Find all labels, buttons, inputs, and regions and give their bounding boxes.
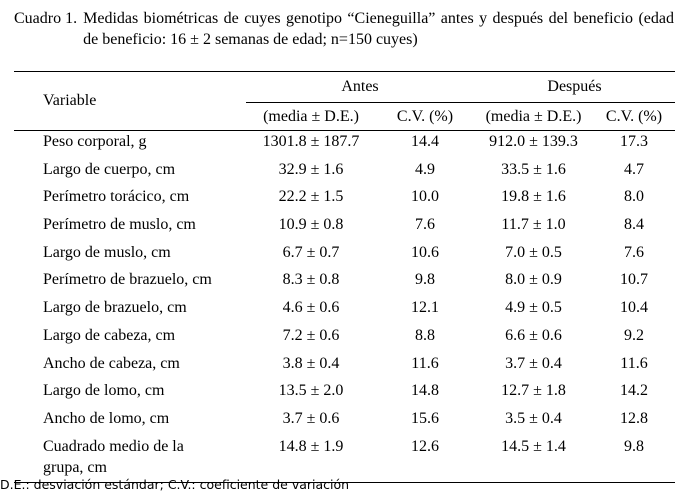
before-mean-cell: 32.9 ± 1.6: [278, 160, 344, 178]
table-row: Largo de cabeza, cm 7.2 ± 0.6 8.8 6.6 ± …: [14, 325, 675, 353]
after-cv-header: C.V. (%): [605, 107, 663, 125]
table-row: Peso corporal, g 1301.8 ± 187.7 14.4 912…: [14, 131, 675, 159]
before-mean-cell: 6.7 ± 0.7: [282, 243, 340, 261]
variable-header: Variable: [43, 92, 97, 109]
variable-cell: Largo de cabeza, cm: [43, 326, 176, 344]
table-row: Perímetro de brazuelo, cm 8.3 ± 0.8 9.8 …: [14, 269, 675, 297]
table-row: Perímetro torácico, cm 22.2 ± 1.5 10.0 1…: [14, 186, 675, 214]
after-mean-cell: 14.5 ± 1.4: [501, 437, 566, 455]
variable-cell: Largo de cuerpo, cm: [43, 160, 176, 178]
before-cv-cell: 12.6: [411, 437, 439, 455]
before-cv-cell: 4.9: [415, 160, 435, 178]
biometric-table: Variable Antes Después (media ± D.E.) C.…: [14, 71, 675, 483]
before-cv-cell: 14.4: [411, 133, 439, 150]
before-cv-cell: 12.1: [411, 299, 439, 317]
variable-cell: Cuadrado medio de la grupa, cm: [14, 436, 246, 483]
before-mean-cell: 13.5 ± 2.0: [278, 382, 344, 400]
before-cv-cell: 9.8: [415, 271, 435, 289]
table-row: Largo de muslo, cm 6.7 ± 0.7 10.6 7.0 ± …: [14, 242, 675, 270]
after-cv-cell: 8.0: [624, 188, 644, 206]
variable-cell: Largo de brazuelo, cm: [43, 299, 187, 317]
before-mean-cell: 3.7 ± 0.6: [282, 409, 340, 427]
variable-cell: Largo de lomo, cm: [43, 382, 165, 400]
after-mean-cell: 912.0 ± 139.3: [489, 133, 578, 150]
after-mean-cell: 3.5 ± 0.4: [505, 409, 562, 427]
before-cv-cell: 14.8: [411, 382, 439, 400]
variable-cell: Perímetro de brazuelo, cm: [43, 271, 212, 289]
table-row: Ancho de lomo, cm 3.7 ± 0.6 15.6 3.5 ± 0…: [14, 408, 675, 436]
before-cv-cell: 15.6: [411, 409, 439, 427]
table-row: Ancho de cabeza, cm 3.8 ± 0.4 11.6 3.7 ±…: [14, 353, 675, 381]
after-mean-header: (media ± D.E.): [485, 107, 582, 125]
before-mean-cell: 7.2 ± 0.6: [282, 326, 340, 344]
after-mean-cell: 6.6 ± 0.6: [505, 326, 562, 344]
before-cv-cell: 11.6: [411, 354, 439, 372]
table-caption: Cuadro 1. Medidas biométricas de cuyes g…: [14, 8, 674, 50]
after-cv-cell: 10.4: [620, 299, 648, 317]
variable-cell: Ancho de cabeza, cm: [43, 354, 180, 372]
before-cv-cell: 10.0: [411, 188, 439, 206]
before-cv-cell: 10.6: [411, 243, 439, 261]
table-row: Largo de cuerpo, cm 32.9 ± 1.6 4.9 33.5 …: [14, 159, 675, 187]
before-mean-cell: 3.8 ± 0.4: [282, 354, 340, 372]
after-cv-cell: 10.7: [620, 271, 648, 289]
variable-cell: Largo de muslo, cm: [43, 243, 171, 261]
group-header-after: Después: [474, 71, 675, 103]
after-cv-cell: 8.4: [624, 216, 644, 234]
after-cv-cell: 14.2: [620, 382, 648, 400]
after-mean-cell: 33.5 ± 1.6: [501, 160, 566, 178]
before-mean-cell: 14.8 ± 1.9: [278, 437, 344, 455]
after-mean-cell: 4.9 ± 0.5: [505, 299, 562, 317]
after-mean-cell: 12.7 ± 1.8: [501, 382, 566, 400]
variable-cell: Ancho de lomo, cm: [43, 409, 170, 427]
caption-text: Medidas biométricas de cuyes genotipo “C…: [83, 10, 674, 48]
before-mean-header: (media ± D.E.): [263, 107, 359, 125]
table-row: Cuadrado medio de la grupa, cm 14.8 ± 1.9…: [14, 436, 675, 483]
group-header-before: Antes: [246, 71, 474, 103]
before-mean-cell: 10.9 ± 0.8: [278, 216, 344, 234]
table-row: Largo de brazuelo, cm 4.6 ± 0.6 12.1 4.9…: [14, 297, 675, 325]
after-cv-cell: 9.2: [624, 326, 644, 344]
before-cv-cell: 7.6: [415, 216, 435, 234]
variable-line-2: grupa, cm: [43, 458, 107, 476]
variable-cell: Perímetro torácico, cm: [43, 188, 190, 206]
variable-cell: Perímetro de muslo, cm: [43, 216, 196, 234]
caption-label: Cuadro 1.: [14, 10, 78, 27]
variable-line-1: Cuadrado medio de la: [43, 437, 184, 455]
before-mean-cell: 4.6 ± 0.6: [282, 299, 340, 317]
after-mean-cell: 3.7 ± 0.4: [505, 354, 562, 372]
after-cv-cell: 4.7: [624, 160, 644, 178]
after-cv-cell: 12.8: [620, 409, 648, 427]
before-cv-header: C.V. (%): [396, 107, 454, 125]
before-mean-cell: 1301.8 ± 187.7: [262, 133, 360, 150]
before-mean-cell: 22.2 ± 1.5: [278, 188, 344, 206]
after-cv-cell: 11.6: [620, 354, 648, 372]
after-cv-cell: 7.6: [624, 243, 644, 261]
after-mean-cell: 19.8 ± 1.6: [501, 188, 566, 206]
variable-cell: Peso corporal, g: [43, 133, 147, 150]
after-mean-cell: 8.0 ± 0.9: [505, 271, 562, 289]
table-row: Largo de lomo, cm 13.5 ± 2.0 14.8 12.7 ±…: [14, 380, 675, 408]
before-mean-cell: 8.3 ± 0.8: [282, 271, 340, 289]
after-mean-cell: 7.0 ± 0.5: [505, 243, 562, 261]
after-mean-cell: 11.7 ± 1.0: [501, 216, 566, 234]
table-footnote: D.E.: desviación estándar; C.V.: coefici…: [0, 477, 350, 492]
after-cv-cell: 9.8: [624, 437, 644, 455]
table-row: Perímetro de muslo, cm 10.9 ± 0.8 7.6 11…: [14, 214, 675, 242]
after-cv-cell: 17.3: [620, 133, 648, 150]
before-cv-cell: 8.8: [415, 326, 435, 344]
